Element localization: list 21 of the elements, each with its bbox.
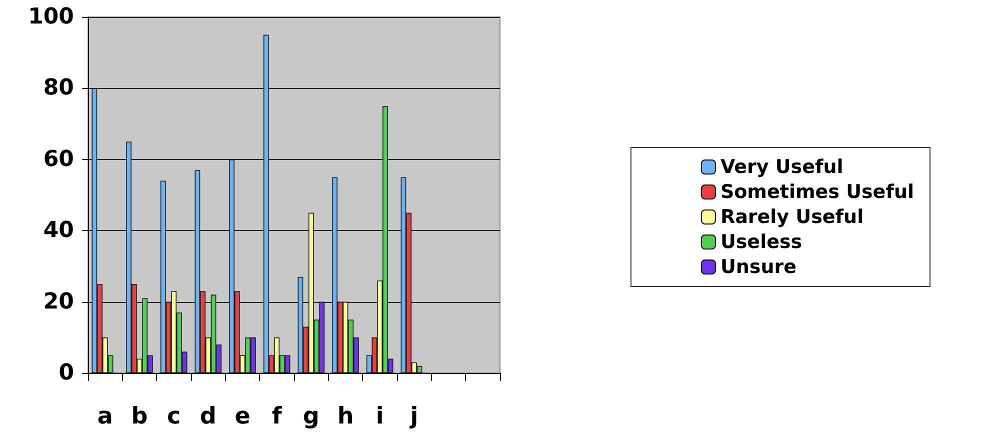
x-tick-label: g: [302, 404, 320, 430]
x-tick-label: d: [200, 404, 216, 430]
x-tick-label: a: [97, 404, 113, 430]
x-tick-label: b: [131, 404, 148, 430]
y-tick-label: 60: [43, 146, 74, 172]
y-tick-label: 80: [43, 76, 74, 101]
x-tick-label: h: [337, 404, 354, 430]
x-tick-label: j: [409, 404, 418, 430]
y-tick-label: 0: [58, 360, 74, 386]
legend-label: Very Useful: [720, 156, 844, 178]
y-tick-label: 20: [43, 289, 74, 314]
x-tick-label: c: [167, 404, 181, 430]
x-tick-label: i: [376, 404, 384, 430]
legend-label: Sometimes Useful: [720, 181, 914, 203]
legend-label: Useless: [720, 231, 802, 253]
legend-label: Unsure: [720, 256, 796, 278]
y-tick-label: 100: [28, 4, 74, 30]
x-tick-label: f: [272, 404, 283, 430]
x-tick-label: e: [234, 404, 250, 430]
legend-label: Rarely Useful: [720, 206, 864, 228]
y-tick-label: 40: [43, 218, 74, 244]
